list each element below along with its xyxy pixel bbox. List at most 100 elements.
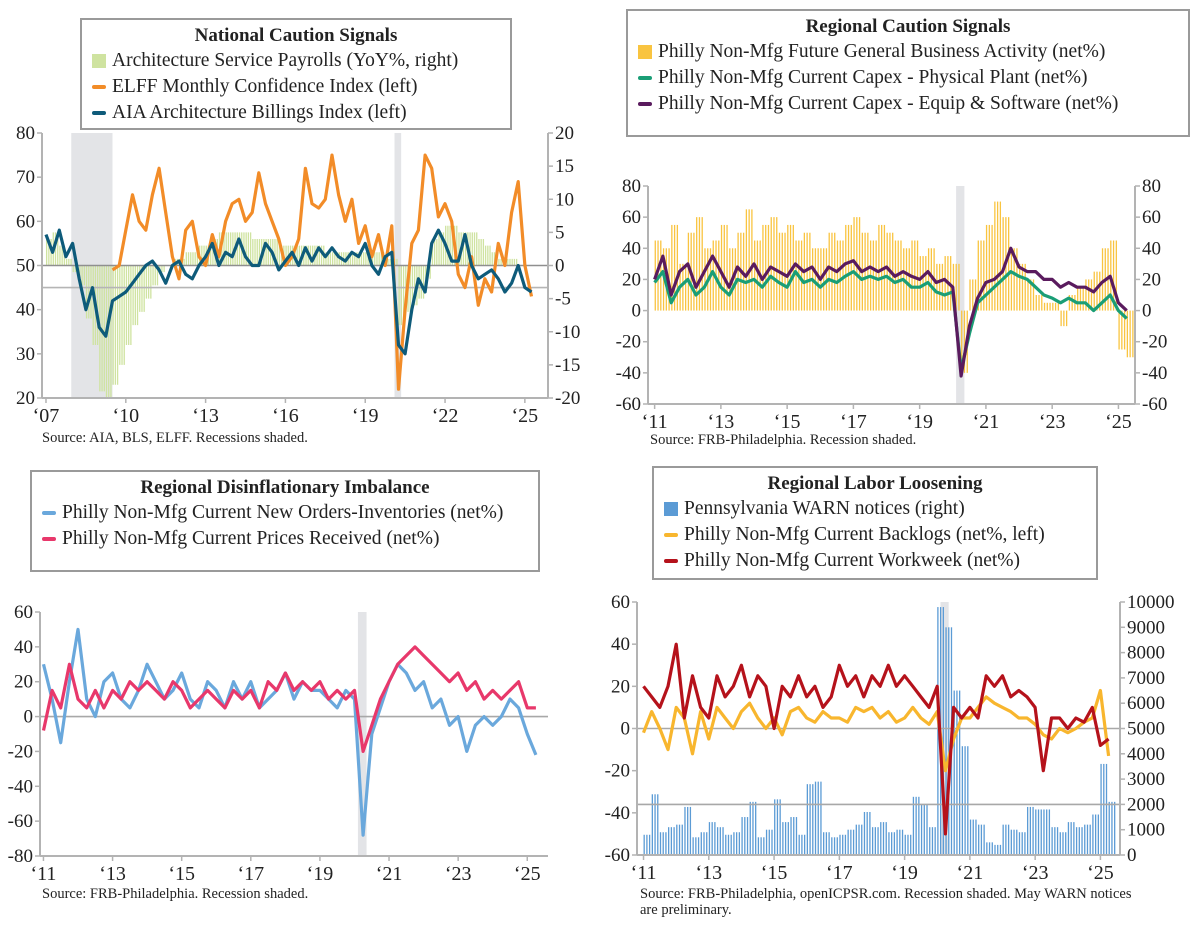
bar	[1088, 279, 1090, 311]
bar	[963, 310, 966, 373]
bar	[701, 217, 703, 311]
chart-title: Regional Caution Signals	[805, 16, 1011, 37]
legend-item: Philly Non-Mfg Current New Orders-Invent…	[42, 500, 528, 526]
bar	[449, 225, 451, 266]
bar	[1092, 814, 1094, 855]
bar	[411, 265, 414, 306]
bar	[812, 784, 814, 855]
y-tick-label: -60	[8, 811, 33, 832]
x-tick-label: ‘21	[376, 863, 403, 885]
bar	[1123, 310, 1126, 350]
bar	[249, 232, 252, 266]
bar	[920, 804, 923, 855]
x-tick-label: ‘21	[957, 862, 984, 884]
bar	[882, 822, 885, 855]
bar	[986, 842, 988, 855]
bar	[806, 784, 809, 855]
source-note: Source: FRB-Philadelphia. Recession shad…	[42, 886, 309, 902]
bar	[1101, 248, 1104, 311]
bar	[325, 252, 327, 266]
y2-tick-label: 60	[1142, 207, 1161, 228]
x-tick-label: ‘15	[168, 863, 195, 885]
bar	[657, 794, 659, 855]
bar	[365, 252, 367, 266]
bar	[114, 265, 117, 385]
bar	[878, 224, 880, 311]
bar	[225, 232, 227, 266]
bar	[725, 834, 727, 855]
legend-label: Philly Non-Mfg Current Capex - Equip & S…	[658, 93, 1119, 114]
y2-tick-label: 0	[1127, 845, 1137, 866]
bar	[101, 265, 103, 392]
bar	[814, 248, 817, 311]
bar	[356, 252, 358, 266]
bar	[374, 252, 376, 266]
y-tick-label: 0	[632, 301, 642, 322]
y-tick-label: 40	[622, 238, 641, 259]
bar	[451, 225, 453, 266]
recession-shading	[956, 186, 965, 404]
bar	[861, 824, 863, 855]
bar	[1046, 302, 1048, 311]
y2-tick-label: -15	[555, 355, 580, 376]
bar	[473, 232, 476, 266]
bar	[358, 252, 360, 266]
y-tick-label: 60	[16, 211, 35, 232]
bar	[1035, 295, 1037, 311]
bar	[1094, 814, 1097, 855]
chart-title: Regional Disinflationary Imbalance	[140, 477, 430, 498]
bar	[959, 690, 961, 855]
legend-item: AIA Architecture Billings Index (left)	[92, 100, 500, 126]
bar	[1114, 801, 1116, 855]
bar	[414, 265, 416, 306]
bar	[771, 829, 773, 855]
bar	[238, 232, 241, 266]
bar	[187, 252, 190, 266]
bar	[85, 265, 88, 319]
bar	[922, 256, 924, 311]
bar	[700, 832, 702, 855]
y2-tick-label: -5	[555, 289, 571, 310]
bar	[276, 239, 278, 266]
y-tick-label: -20	[8, 741, 33, 762]
bar	[828, 832, 830, 855]
y-tick-label: -40	[605, 803, 630, 824]
bar	[831, 837, 833, 855]
bar	[1063, 310, 1065, 327]
x-tick-label: ‘25	[1105, 411, 1132, 433]
bar	[229, 232, 232, 266]
bar	[1099, 271, 1101, 311]
bar	[842, 240, 844, 311]
bar	[953, 690, 955, 855]
y2-tick-label: 8000	[1127, 643, 1165, 664]
bar	[817, 248, 819, 311]
bar	[673, 827, 675, 855]
bar	[687, 806, 689, 855]
bar	[908, 248, 910, 311]
bar	[961, 310, 963, 373]
y2-tick-label: -60	[1142, 394, 1167, 415]
bar	[119, 265, 121, 365]
bar	[484, 245, 487, 266]
legend-labor: Regional Labor Loosening Pennsylvania WA…	[652, 466, 1098, 580]
bar	[716, 827, 719, 855]
bar	[396, 258, 398, 266]
bar	[245, 232, 247, 266]
bar	[1126, 310, 1129, 358]
bar	[695, 837, 697, 855]
y-tick-label: 40	[611, 634, 630, 655]
bar	[1027, 279, 1029, 311]
bar	[1112, 240, 1115, 311]
bar	[1005, 824, 1007, 855]
bar	[866, 811, 868, 855]
bar	[762, 224, 764, 311]
bar	[886, 232, 888, 311]
bar	[265, 239, 267, 266]
x-tick-label: ‘15	[774, 411, 801, 433]
bar	[331, 252, 334, 266]
bar	[765, 829, 768, 855]
bar	[285, 245, 287, 266]
bar	[1082, 287, 1084, 311]
bar	[741, 817, 743, 855]
y-tick-label: 30	[16, 344, 35, 365]
